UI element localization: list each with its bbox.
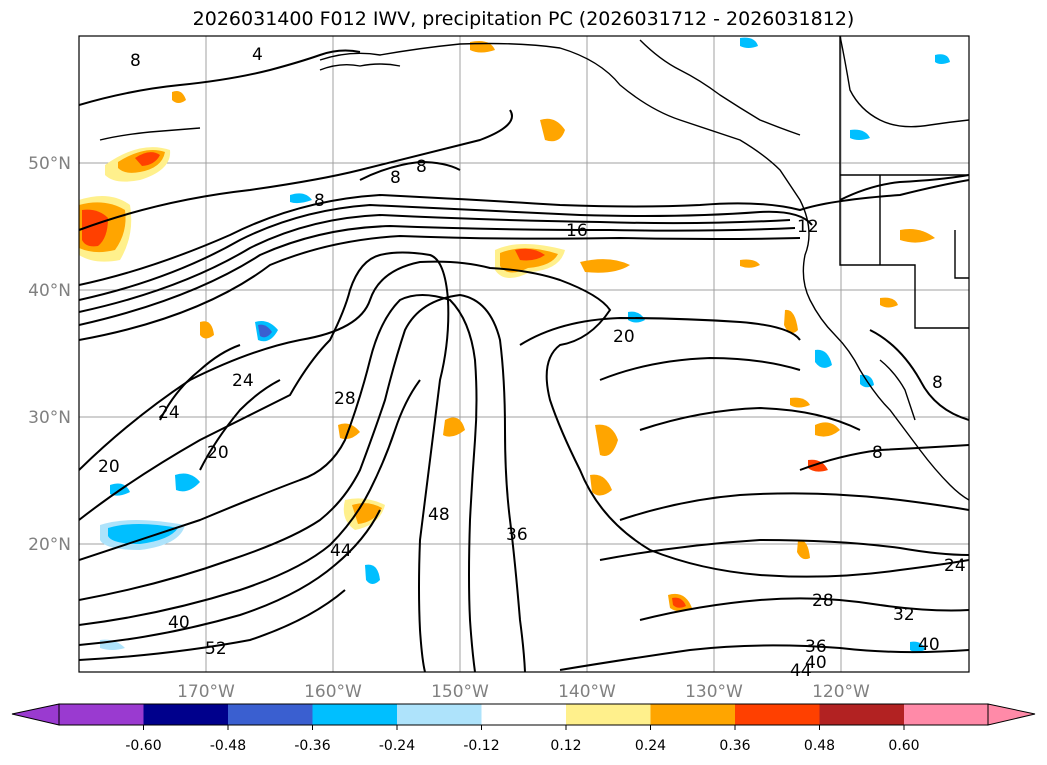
- lat-label: 30°N: [28, 408, 71, 428]
- contour-label: 20: [613, 327, 635, 347]
- contour-label: 8: [314, 191, 325, 211]
- contour-label: 8: [130, 51, 141, 71]
- colorbar-segment: [59, 704, 144, 725]
- colorbar-segment: [481, 704, 566, 725]
- contour-label: 20: [98, 457, 120, 477]
- contour-label: 24: [944, 556, 966, 576]
- colorbar-tick: -0.60: [125, 738, 161, 754]
- contour-label: 40: [918, 635, 940, 655]
- map-plot: [79, 36, 969, 672]
- coastlines: [99, 36, 969, 501]
- colorbar-segment: [735, 704, 820, 725]
- map-title: 2026031400 F012 IWV, precipitation PC (2…: [192, 8, 855, 30]
- colorbar-segment: [143, 704, 228, 725]
- colorbar-segment: [819, 704, 904, 725]
- contour-label: 28: [812, 591, 834, 611]
- contour-label: 44: [330, 541, 352, 561]
- colorbar-segment: [397, 704, 482, 725]
- lat-label: 40°N: [28, 281, 71, 301]
- contour-label: 44: [790, 661, 812, 681]
- contour-label: 40: [168, 613, 190, 633]
- contour-label: 28: [334, 389, 356, 409]
- latitude-labels: 50°N 40°N 30°N 20°N: [28, 154, 71, 555]
- contour-label: 8: [416, 157, 427, 177]
- colorbar-segment: [228, 704, 313, 725]
- contour-label: 48: [428, 505, 450, 525]
- colorbar-extend-high: [987, 703, 1036, 726]
- colorbar-tick: 0.24: [635, 738, 666, 754]
- contour-label: 20: [207, 443, 229, 463]
- colorbar-tick: 0.36: [719, 738, 750, 754]
- colorbar-segment: [650, 704, 735, 725]
- contour-label: 52: [205, 639, 227, 659]
- contour-label: 32: [893, 605, 915, 625]
- colorbar-tick: -0.36: [294, 738, 330, 754]
- lon-label: 170°W: [177, 682, 235, 702]
- colorbar-tick: 0.60: [888, 738, 919, 754]
- contour-label: 4: [252, 45, 263, 65]
- contour-label: 16: [566, 221, 588, 241]
- colorbar-tick: -0.24: [379, 738, 415, 754]
- contour-labels: 8 4 8 8 8 16 12 20 24 24 28 20 20 48 36 …: [98, 45, 966, 681]
- colorbar-segment: [904, 704, 988, 725]
- precip-positive-areas: [79, 41, 935, 612]
- iwv-contours: [79, 49, 969, 672]
- colorbar-segment: [566, 704, 651, 725]
- contour-label: 8: [390, 168, 401, 188]
- colorbar-tick: 0.12: [550, 738, 581, 754]
- longitude-labels: 170°W 160°W 150°W 140°W 130°W 120°W: [177, 682, 870, 702]
- contour-label: 36: [506, 525, 528, 545]
- plot-frame: [78, 35, 970, 673]
- graticule: [79, 36, 969, 672]
- colorbar-tick: -0.48: [210, 738, 246, 754]
- contour-label: 36: [805, 637, 827, 657]
- lon-label: 140°W: [558, 682, 616, 702]
- contour-label: 24: [158, 403, 180, 423]
- lon-label: 150°W: [431, 682, 489, 702]
- contour-label: 40: [805, 653, 827, 673]
- colorbar-tick: 0.48: [804, 738, 835, 754]
- lon-label: 160°W: [304, 682, 362, 702]
- colorbar-tick: -0.12: [463, 738, 499, 754]
- lon-label: 130°W: [685, 682, 743, 702]
- lat-label: 50°N: [28, 154, 71, 174]
- colorbar-extend-low: [11, 703, 60, 726]
- colorbar: -0.60 -0.48 -0.36 -0.24 -0.12 0.12 0.24 …: [11, 703, 1036, 754]
- contour-label: 24: [232, 371, 254, 391]
- contour-label: 8: [932, 373, 943, 393]
- lon-label: 120°W: [812, 682, 870, 702]
- colorbar-segment: [312, 704, 397, 725]
- contour-label: 12: [797, 217, 819, 237]
- lat-label: 20°N: [28, 535, 71, 555]
- contour-label: 8: [872, 443, 883, 463]
